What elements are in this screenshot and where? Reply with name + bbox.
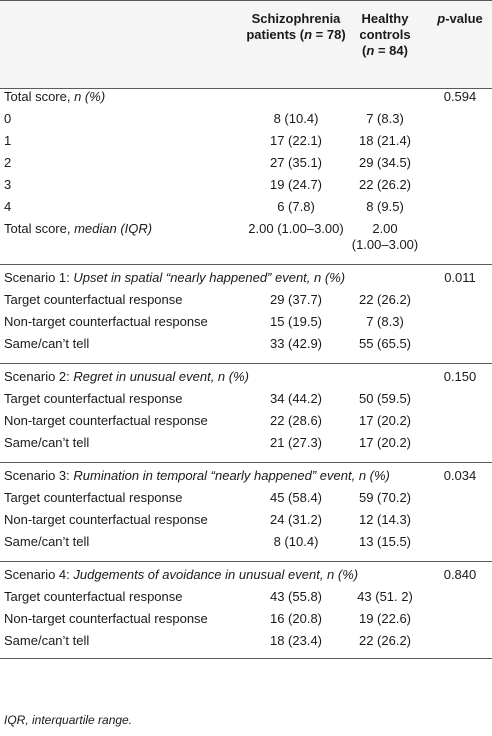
row-label: Same/can’t tell [4, 534, 90, 549]
col-header-controls: Healthy controls (n = 84) [359, 11, 411, 58]
cell-controls: 7 (8.3) [366, 314, 404, 329]
cell-controls: 22 (26.2) [358, 292, 412, 307]
section-title-scenario: Scenario 3: Rumination in temporal “near… [4, 468, 390, 483]
row-label: Non-target counterfactual response [4, 314, 208, 329]
cell-schizophrenia: 22 (28.6) [269, 413, 323, 428]
cell-controls: 8 (9.5) [366, 199, 404, 214]
section-title-total: Total score, n (%) [4, 89, 106, 104]
row-label: 1 [4, 133, 12, 148]
table-bottom-rule [0, 658, 492, 659]
header-top-rule [0, 0, 492, 1]
section-divider [0, 561, 492, 562]
cell-schizophrenia: 6 (7.8) [277, 199, 315, 214]
p-value-scenario: 0.034 [443, 468, 477, 483]
cell-schizophrenia: 8 (10.4) [273, 111, 319, 126]
row-label-median: Total score, median (IQR) [4, 221, 153, 236]
cell-schizophrenia: 16 (20.8) [269, 611, 323, 626]
row-label: Target counterfactual response [4, 292, 183, 307]
cell-controls: 2.00 (1.00–3.00) [351, 221, 419, 252]
header-bottom-rule [0, 88, 492, 89]
footnote: IQR, interquartile range. [4, 713, 133, 727]
section-divider [0, 363, 492, 364]
row-label: 3 [4, 177, 12, 192]
row-label: Non-target counterfactual response [4, 413, 208, 428]
row-label: 0 [4, 111, 12, 126]
cell-schizophrenia: 21 (27.3) [269, 435, 323, 450]
row-label: Same/can’t tell [4, 633, 90, 648]
cell-controls: 12 (14.3) [358, 512, 412, 527]
cell-schizophrenia: 33 (42.9) [269, 336, 323, 351]
cell-controls: 19 (22.6) [358, 611, 412, 626]
cell-schizophrenia: 19 (24.7) [269, 177, 323, 192]
cell-schizophrenia: 43 (55.8) [269, 589, 323, 604]
cell-controls: 55 (65.5) [358, 336, 412, 351]
cell-controls: 7 (8.3) [366, 111, 404, 126]
cell-schizophrenia: 29 (37.7) [269, 292, 323, 307]
row-label: Same/can’t tell [4, 336, 90, 351]
cell-schizophrenia: 8 (10.4) [273, 534, 319, 549]
section-title-scenario: Scenario 1: Upset in spatial “nearly hap… [4, 270, 346, 285]
section-title-scenario: Scenario 4: Judgements of avoidance in u… [4, 567, 359, 582]
cell-schizophrenia: 18 (23.4) [269, 633, 323, 648]
p-value-scenario: 0.011 [444, 270, 476, 285]
cell-schizophrenia: 34 (44.2) [269, 391, 323, 406]
cell-schizophrenia: 2.00 (1.00–3.00) [248, 221, 344, 236]
cell-controls: 22 (26.2) [358, 633, 412, 648]
col-header-pvalue: p-value [437, 11, 483, 26]
row-label: Target counterfactual response [4, 490, 183, 505]
row-label: 2 [4, 155, 12, 170]
p-value-total: 0.594 [443, 89, 477, 104]
cell-controls: 17 (20.2) [358, 413, 412, 428]
cell-controls: 59 (70.2) [358, 490, 412, 505]
cell-schizophrenia: 24 (31.2) [269, 512, 323, 527]
cell-controls: 43 (51. 2) [357, 589, 413, 604]
row-label: Non-target counterfactual response [4, 611, 208, 626]
cell-schizophrenia: 27 (35.1) [269, 155, 323, 170]
cell-schizophrenia: 17 (22.1) [269, 133, 323, 148]
row-label: Target counterfactual response [4, 391, 183, 406]
cell-controls: 22 (26.2) [358, 177, 412, 192]
table-header [0, 0, 492, 88]
section-divider [0, 462, 492, 463]
cell-schizophrenia: 45 (58.4) [269, 490, 323, 505]
row-label: Target counterfactual response [4, 589, 183, 604]
cell-controls: 29 (34.5) [358, 155, 412, 170]
cell-controls: 13 (15.5) [358, 534, 412, 549]
col-header-schizophrenia: Schizophrenia patients (n = 78) [246, 11, 346, 42]
row-label: Non-target counterfactual response [4, 512, 208, 527]
cell-controls: 50 (59.5) [358, 391, 412, 406]
p-value-scenario: 0.840 [443, 567, 477, 582]
section-title-scenario: Scenario 2: Regret in unusual event, n (… [4, 369, 249, 384]
section-divider [0, 264, 492, 265]
cell-controls: 18 (21.4) [358, 133, 412, 148]
p-value-scenario: 0.150 [443, 369, 477, 384]
cell-schizophrenia: 15 (19.5) [269, 314, 323, 329]
row-label: 4 [4, 199, 12, 214]
cell-controls: 17 (20.2) [358, 435, 412, 450]
row-label: Same/can’t tell [4, 435, 90, 450]
